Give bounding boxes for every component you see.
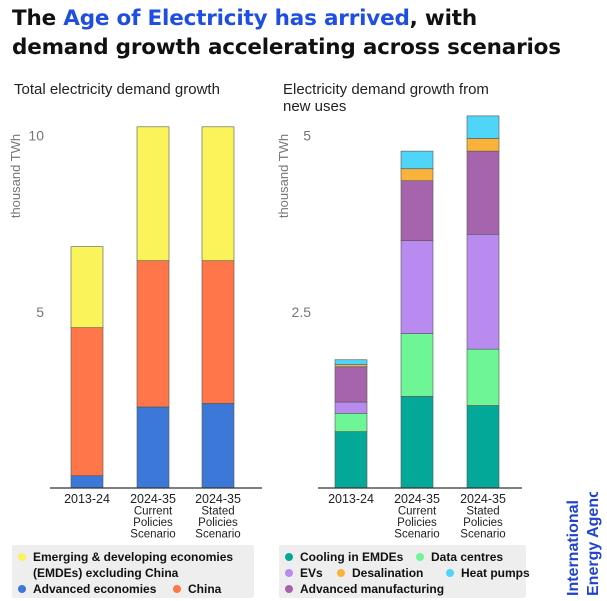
chart1-bar-1-evs bbox=[400, 240, 434, 334]
chart1-bar-0-data-centres bbox=[334, 412, 368, 432]
legend-label-advanced: Advanced economies bbox=[33, 582, 157, 596]
chart1-category-2-line-2: Policies bbox=[463, 517, 503, 529]
headline-highlight: Age of Electricity has arrived bbox=[63, 6, 410, 31]
chart0-ylabel: thousand TWh bbox=[8, 134, 23, 218]
legend-label-evs: EVs bbox=[300, 566, 323, 580]
chart1-category-1-line-0: 2024-35 bbox=[394, 492, 440, 506]
chart1-bar-2-cooling-in-emdes bbox=[466, 405, 500, 489]
right-chart-title: Electricity demand growth from new uses bbox=[283, 81, 489, 115]
chart0-bar-0-emerging-developing-economies-emdes-excluding-china bbox=[70, 246, 104, 328]
chart0-category-1-line-1: Current bbox=[134, 506, 173, 518]
legend-item-evs: EVs bbox=[285, 565, 323, 581]
chart1-bar-1-heat-pumps bbox=[400, 150, 434, 170]
chart1-bar-1-cooling-in-emdes bbox=[400, 396, 434, 489]
headline-post: , with demand growth accelerating across… bbox=[12, 6, 561, 60]
chart0-category-2-line-1: Stated bbox=[201, 506, 234, 518]
legend-item-china: China bbox=[173, 581, 221, 597]
legend-left: Emerging & developing economies (EMDEs) … bbox=[12, 545, 254, 598]
legend-swatch-data-centres bbox=[416, 553, 424, 561]
chart1-bar-1-desalination bbox=[400, 168, 434, 182]
chart1-category-2-line-3: Scenario bbox=[460, 529, 505, 541]
chart0-category-2-line-0: 2024-35 bbox=[195, 492, 241, 506]
legend-label-emde: Emerging & developing economies (EMDEs) … bbox=[33, 550, 234, 580]
legend-swatch-cooling bbox=[285, 553, 293, 561]
chart1-ylabel: thousand TWh bbox=[276, 134, 291, 218]
chart1-ytick-1: 5 bbox=[303, 128, 311, 144]
chart1-bar-2-advanced-manufacturing bbox=[466, 150, 500, 235]
chart1-bar-2-desalination bbox=[466, 138, 500, 152]
chart0-ytick-0: 5 bbox=[36, 304, 44, 320]
chart1-bar-2-data-centres bbox=[466, 348, 500, 406]
chart1-bar-0-advanced-manufacturing bbox=[334, 366, 368, 403]
chart1-category-2-line-0: 2024-35 bbox=[460, 492, 506, 506]
legend-swatch-emde bbox=[18, 553, 26, 561]
chart0-category-1-line-2: Policies bbox=[133, 517, 173, 529]
chart0-category-1-line-3: Scenario bbox=[130, 529, 175, 541]
chart0-bar-0-advanced-economies bbox=[70, 475, 104, 489]
chart0-bar-0-china bbox=[70, 327, 104, 476]
legend-right: Cooling in EMDEs Data centres EVs Desali… bbox=[279, 545, 530, 598]
chart1-bar-2-heat-pumps bbox=[466, 115, 500, 139]
headline-pre: The bbox=[12, 6, 64, 31]
chart1-category-0-line-0: 2013-24 bbox=[328, 492, 374, 506]
chart0-bar-1-china bbox=[136, 260, 170, 408]
chart0-category-1-line-0: 2024-35 bbox=[130, 492, 176, 506]
legend-swatch-desalination bbox=[337, 569, 345, 577]
legend-item-advanced: Advanced economies bbox=[18, 581, 156, 597]
chart1-bar-0-evs bbox=[334, 401, 368, 414]
legend-swatch-china bbox=[173, 585, 181, 593]
iea-logo: International Energy Agency bbox=[565, 492, 602, 596]
iea-logo-line1: International bbox=[565, 500, 582, 596]
legend-label-data-centres: Data centres bbox=[431, 550, 504, 564]
chart1-ytick-0: 2.5 bbox=[292, 304, 312, 320]
legend-label-cooling: Cooling in EMDEs bbox=[300, 550, 404, 564]
chart0-bar-1-emerging-developing-economies-emdes-excluding-china bbox=[136, 126, 170, 262]
legend-label-china: China bbox=[188, 582, 222, 596]
chart1-bar-2-evs bbox=[466, 233, 500, 350]
legend-label-adv-manufacturing: Advanced manufacturing bbox=[300, 582, 445, 596]
chart0-bar-2-china bbox=[201, 260, 235, 404]
chart1-category-1-line-1: Current bbox=[398, 506, 437, 518]
chart1-bar-1-data-centres bbox=[400, 333, 434, 397]
chart0-category-2-line-3: Scenario bbox=[195, 529, 240, 541]
chart1-bar-0-heat-pumps bbox=[334, 359, 368, 365]
left-chart-title: Total electricity demand growth bbox=[14, 81, 220, 98]
legend-item-adv-manufacturing: Advanced manufacturing bbox=[285, 581, 444, 597]
chart1-bar-0-cooling-in-emdes bbox=[334, 431, 368, 489]
chart0-bar-2-advanced-economies bbox=[201, 403, 235, 489]
chart0-category-0-line-0: 2013-24 bbox=[64, 492, 110, 506]
legend-item-emde: Emerging & developing economies (EMDEs) … bbox=[18, 549, 245, 581]
legend-label-heat-pumps: Heat pumps bbox=[461, 566, 530, 580]
legend-label-desalination: Desalination bbox=[352, 566, 424, 580]
legend-swatch-evs bbox=[285, 569, 293, 577]
chart1-category-1-line-3: Scenario bbox=[394, 529, 439, 541]
chart1-category-1-line-2: Policies bbox=[397, 517, 437, 529]
chart0-bar-2-emerging-developing-economies-emdes-excluding-china bbox=[201, 126, 235, 262]
headline: The Age of Electricity has arrived, with… bbox=[12, 4, 572, 62]
legend-swatch-adv-manufacturing bbox=[285, 585, 293, 593]
chart1-category-2-line-1: Stated bbox=[466, 506, 499, 518]
chart0-ytick-1: 10 bbox=[28, 128, 44, 144]
legend-item-heat-pumps: Heat pumps bbox=[446, 565, 530, 581]
chart0-bar-1-advanced-economies bbox=[136, 406, 170, 489]
chart0-category-2-line-2: Policies bbox=[198, 517, 238, 529]
iea-logo-line2: Energy Agency bbox=[585, 492, 602, 596]
legend-swatch-heat-pumps bbox=[446, 569, 454, 577]
chart1-bar-1-advanced-manufacturing bbox=[400, 180, 434, 241]
chart1-bar-0-desalination bbox=[334, 364, 368, 368]
legend-item-cooling: Cooling in EMDEs bbox=[285, 549, 403, 565]
legend-item-desalination: Desalination bbox=[337, 565, 423, 581]
legend-item-data-centres: Data centres bbox=[416, 549, 503, 565]
legend-swatch-advanced bbox=[18, 585, 26, 593]
